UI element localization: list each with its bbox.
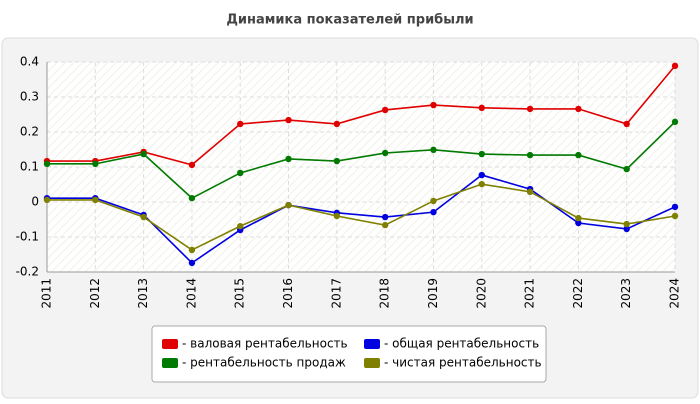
point [478, 150, 485, 158]
point [188, 161, 196, 169]
point [575, 219, 582, 227]
x-tick-label: 2020 [474, 278, 488, 309]
legend-label: - чистая рентабельность [384, 356, 542, 370]
point [430, 197, 437, 205]
legend-swatch [364, 358, 380, 368]
point [430, 208, 437, 216]
point [575, 214, 582, 222]
x-tick-label: 2018 [378, 278, 392, 309]
legend-swatch [364, 339, 380, 349]
point [285, 155, 292, 163]
chart-title: Динамика показателей прибыли [226, 13, 473, 28]
y-tick-label: 0 [31, 195, 39, 209]
x-tick-label: 2021 [523, 278, 537, 309]
x-tick-label: 2019 [426, 278, 440, 309]
point [478, 180, 485, 188]
point [188, 259, 196, 267]
point [237, 120, 244, 128]
point [285, 201, 292, 209]
point [671, 118, 679, 126]
y-tick-label: 0.2 [20, 125, 39, 139]
point [381, 106, 389, 114]
point [671, 212, 679, 220]
point [333, 120, 341, 128]
point [526, 105, 534, 113]
point [575, 105, 582, 113]
x-tick-label: 2023 [619, 278, 633, 309]
x-tick-label: 2017 [329, 278, 343, 309]
plot-hatch [47, 62, 675, 272]
point [140, 213, 147, 221]
point [478, 104, 485, 112]
point [43, 196, 51, 204]
point [285, 116, 292, 124]
y-tick-label: -0.2 [16, 265, 39, 279]
point [575, 151, 582, 159]
point [140, 150, 147, 158]
point [92, 196, 99, 204]
point [526, 188, 534, 196]
point [92, 160, 99, 168]
point [671, 62, 679, 70]
x-tick-label: 2014 [184, 278, 198, 309]
point [333, 157, 341, 165]
x-tick-label: 2022 [571, 278, 585, 309]
point [526, 151, 534, 159]
point [188, 246, 196, 254]
legend-swatch [162, 339, 178, 349]
point [623, 225, 630, 233]
point [623, 220, 630, 228]
y-tick-label: 0.4 [20, 55, 39, 69]
point [237, 169, 244, 177]
point [188, 194, 196, 202]
point [623, 165, 630, 173]
point [478, 171, 485, 179]
legend-swatch [162, 358, 178, 368]
point [430, 101, 437, 109]
x-tick-label: 2015 [233, 278, 247, 309]
point [430, 146, 437, 154]
point [381, 149, 389, 157]
point [43, 160, 51, 168]
legend-label: - рентабельность продаж [182, 356, 346, 370]
x-tick-label: 2016 [281, 278, 295, 309]
y-tick-label: 0.3 [20, 90, 39, 104]
x-tick-label: 2013 [136, 278, 150, 309]
series-line [47, 183, 676, 251]
y-tick-label: 0.1 [20, 160, 39, 174]
series-line [47, 65, 676, 166]
legend-label: - общая рентабельность [384, 337, 539, 351]
point [381, 221, 389, 229]
point [237, 222, 244, 230]
legend-label: - валовая рентабельность [182, 337, 348, 351]
point [623, 120, 630, 128]
legend [151, 325, 547, 383]
point [381, 213, 389, 221]
x-tick-label: 2012 [88, 278, 102, 309]
x-tick-label: 2024 [668, 278, 682, 309]
y-tick-label: -0.1 [16, 230, 39, 244]
x-tick-label: 2011 [40, 278, 54, 309]
series-line [47, 121, 676, 200]
point [333, 212, 341, 220]
point [671, 203, 679, 211]
